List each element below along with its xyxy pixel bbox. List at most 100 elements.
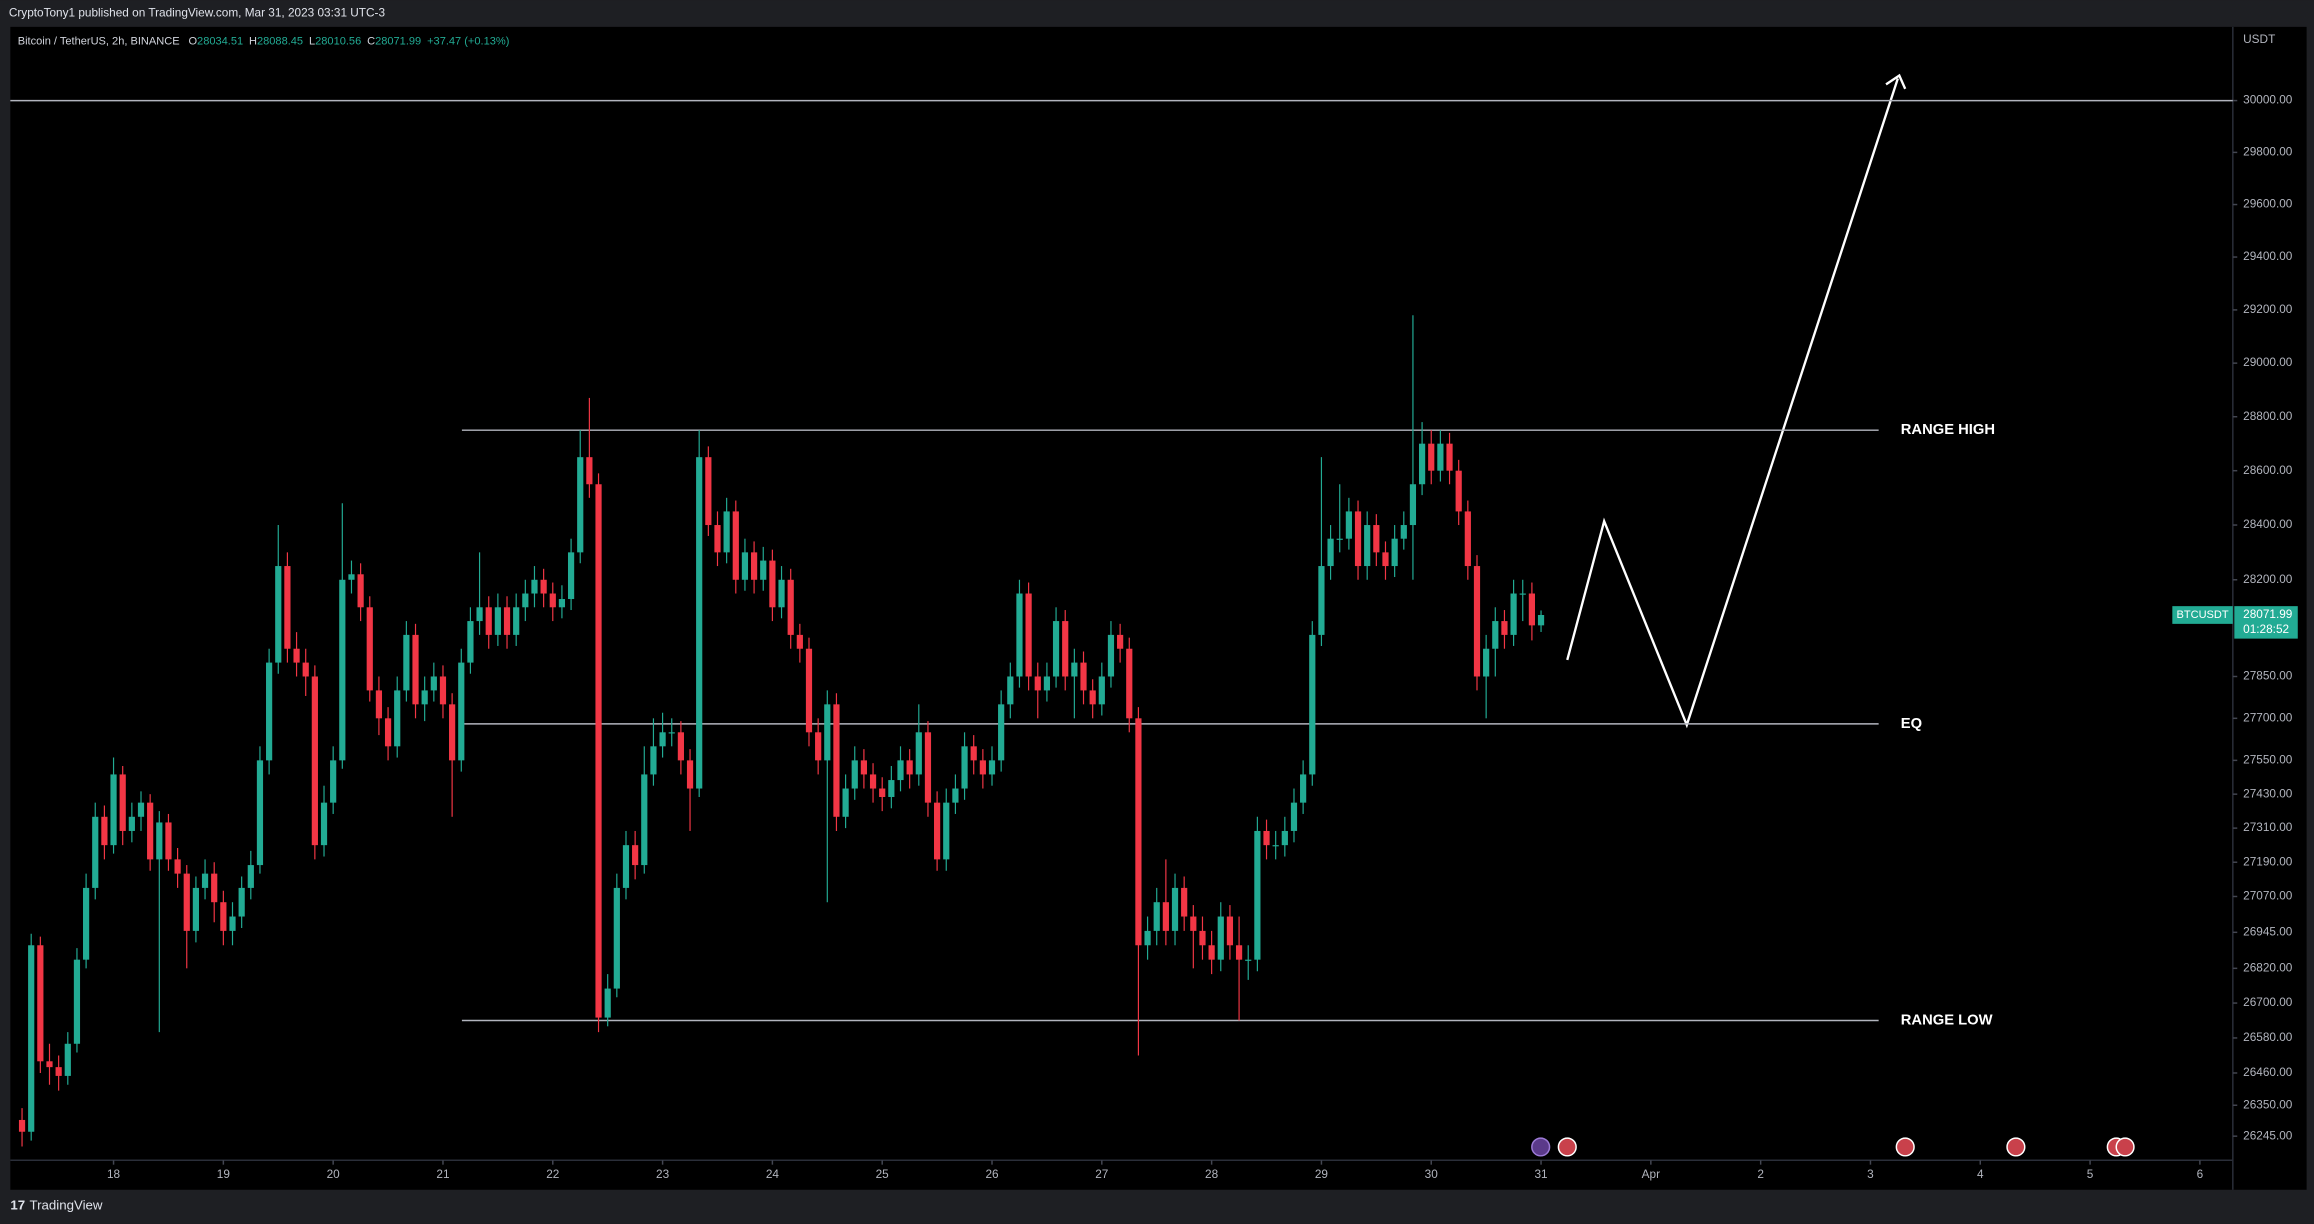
candle-body: [375, 690, 383, 719]
x-tick-label: 19: [217, 1167, 230, 1181]
candle-body: [1235, 945, 1243, 960]
candle-body: [339, 579, 346, 761]
candle-body: [37, 945, 44, 1062]
candle-body: [384, 718, 392, 747]
candle-body: [1016, 593, 1023, 677]
level-label: EQ: [1901, 716, 1922, 732]
candle-body: [1007, 676, 1014, 705]
candle-body: [293, 648, 300, 663]
candle-body: [604, 988, 611, 1018]
candle-body: [1226, 916, 1234, 946]
candle-body: [1327, 538, 1334, 567]
candle-body: [686, 760, 694, 789]
symbol-tag-label: BTCUSDT: [2176, 609, 2228, 621]
candle-body: [824, 704, 831, 761]
candle-body: [677, 732, 684, 761]
candle-body: [1089, 690, 1096, 705]
y-tick-label: 27550.00: [2243, 752, 2293, 766]
candle-body: [513, 607, 520, 635]
candle-body: [256, 760, 264, 866]
candle-body: [46, 1061, 53, 1068]
y-tick-label: 26700.00: [2243, 995, 2293, 1009]
candle-body: [1217, 916, 1224, 960]
price-tag: [2234, 606, 2298, 639]
candle-body: [302, 662, 309, 677]
event-icon: [1895, 1137, 1915, 1157]
candle-body: [311, 676, 318, 846]
candle-body: [1080, 662, 1087, 691]
y-tick-label: 26945.00: [2243, 924, 2293, 938]
y-tick-label: 29000.00: [2243, 355, 2293, 369]
x-tick-label: 28: [1205, 1167, 1219, 1181]
y-tick-label: 27190.00: [2243, 854, 2293, 868]
candle-body: [192, 887, 200, 931]
candle-body: [522, 593, 529, 608]
y-tick-label: 28200.00: [2243, 572, 2293, 586]
legend-value: 28088.45: [257, 36, 303, 48]
candle-body: [275, 566, 282, 663]
candle-body: [458, 662, 465, 761]
candle-body: [92, 816, 99, 888]
x-tick-label: 23: [656, 1167, 670, 1181]
x-tick-label: 6: [2197, 1167, 2204, 1181]
y-tick-label: 26350.00: [2243, 1097, 2293, 1111]
event-icon: [2006, 1137, 2026, 1157]
candle-body: [1190, 916, 1197, 931]
candle-body: [1199, 930, 1206, 946]
x-tick-label: 24: [766, 1167, 780, 1181]
candle-body: [394, 690, 401, 747]
candle-body: [1519, 593, 1526, 595]
event-icon: [2115, 1137, 2135, 1157]
projection-arrowhead: [1885, 73, 1907, 90]
candle-body: [28, 945, 35, 1132]
x-tick-label: 21: [436, 1167, 449, 1181]
candle-body: [412, 634, 419, 705]
price-tag-value: 28071.99: [2243, 607, 2292, 621]
candle-body: [64, 1043, 71, 1076]
candle-body: [1537, 615, 1545, 626]
candle-body: [449, 704, 456, 761]
candle-body: [705, 457, 712, 526]
candle-body: [357, 574, 364, 608]
candle-body: [632, 845, 639, 866]
y-tick-label: 29200.00: [2243, 302, 2293, 316]
x-tick-label: 20: [327, 1167, 341, 1181]
candle-body: [943, 802, 950, 860]
candle-body: [1492, 621, 1499, 649]
candle-body: [659, 732, 666, 747]
candle-body: [586, 457, 593, 485]
candle-body: [897, 760, 904, 781]
candle-body: [760, 560, 767, 580]
candle-body: [238, 887, 245, 917]
x-tick-label: 30: [1425, 1167, 1439, 1181]
candle-body: [1263, 830, 1270, 846]
candle-body: [1455, 470, 1462, 512]
legend-key: L: [309, 36, 315, 48]
candle-body: [220, 902, 227, 931]
candle-body: [622, 845, 630, 888]
candle-body: [787, 579, 794, 635]
candle-body: [1034, 676, 1041, 691]
candle-body: [1052, 621, 1060, 677]
candle-body: [869, 774, 877, 789]
candle-body: [1290, 802, 1298, 831]
candle-body: [439, 676, 447, 705]
candle-body: [1437, 443, 1444, 471]
candle-body: [137, 802, 145, 817]
x-tick-label: Apr: [1642, 1167, 1660, 1181]
candle-body: [101, 816, 108, 846]
candle-body: [1126, 648, 1133, 719]
event-icon: [1557, 1137, 1577, 1157]
candles: [18, 315, 1545, 1147]
y-tick-label: 27310.00: [2243, 820, 2293, 834]
legend-value: 28034.51: [197, 36, 243, 48]
candle-body: [1062, 621, 1069, 677]
candle-body: [1043, 676, 1051, 691]
candle-body: [567, 552, 575, 600]
y-tick-label: 28400.00: [2243, 517, 2293, 531]
x-tick-label: 31: [1534, 1167, 1547, 1181]
candle-body: [1464, 511, 1471, 567]
candle-body: [988, 760, 996, 775]
y-tick-label: 29800.00: [2243, 145, 2293, 159]
